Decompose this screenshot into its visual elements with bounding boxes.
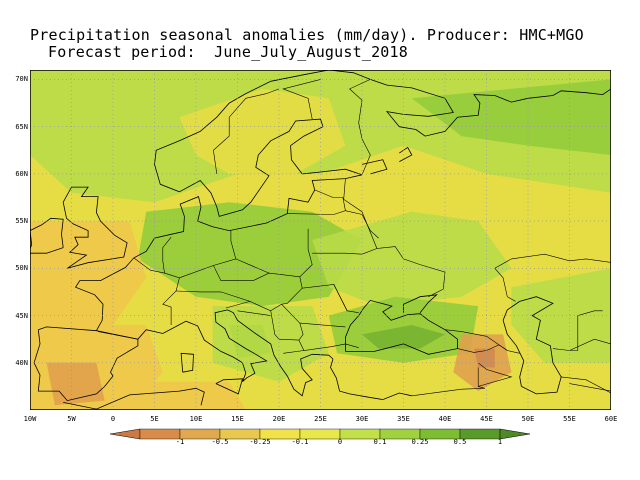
coast-sardinia bbox=[180, 352, 194, 373]
border-18 bbox=[278, 338, 299, 341]
lon-tick-label: 30E bbox=[355, 415, 369, 423]
border-22 bbox=[444, 329, 508, 351]
lon-tick-label: 15E bbox=[231, 415, 244, 423]
neutral-region-scandinavia bbox=[179, 88, 346, 174]
coast-bay-of-biscay bbox=[75, 174, 363, 331]
legend-under-arrow bbox=[110, 428, 141, 440]
border-27 bbox=[213, 88, 280, 174]
border-14 bbox=[299, 322, 346, 328]
border-24 bbox=[345, 210, 379, 239]
border-20 bbox=[345, 343, 359, 348]
lon-tick-label: 60E bbox=[604, 415, 618, 423]
legend-tick-label: 1 bbox=[497, 438, 503, 446]
legend-tick-label: 0.5 bbox=[453, 438, 467, 446]
border-9 bbox=[287, 189, 346, 215]
coast-italy bbox=[175, 309, 334, 397]
coast-scandinavia bbox=[154, 70, 371, 217]
lat-tick-label: 45N bbox=[15, 311, 28, 320]
border-21 bbox=[457, 344, 520, 354]
border-33 bbox=[569, 383, 611, 392]
graticule-layer bbox=[30, 70, 611, 410]
coastline-layer bbox=[30, 70, 611, 410]
border-34 bbox=[478, 386, 485, 389]
lat-tick-label: 55N bbox=[15, 217, 28, 226]
border-29 bbox=[494, 253, 611, 269]
lat-tick-label: 65N bbox=[15, 122, 28, 131]
border-11 bbox=[376, 246, 446, 297]
coast-black-sea bbox=[344, 299, 458, 355]
border-12 bbox=[333, 284, 348, 311]
lat-tick-label: 40N bbox=[15, 358, 28, 367]
legend-tick-label: 0 bbox=[337, 438, 343, 446]
wet-core-black-sea bbox=[362, 325, 445, 349]
border-31 bbox=[569, 338, 611, 351]
border-16 bbox=[249, 301, 280, 340]
chart-title: Precipitation seasonal anomalies (mm/day… bbox=[30, 26, 584, 44]
lon-tick-label: 5E bbox=[150, 415, 159, 423]
legend-tick-label: -0.5 bbox=[211, 438, 229, 446]
lon-tick-label: 35E bbox=[397, 415, 410, 423]
coast-gulf-bothnia-ladoga bbox=[361, 159, 388, 175]
legend-tick-label: 0.25 bbox=[411, 438, 429, 446]
lon-tick-label: 10W bbox=[23, 415, 37, 423]
coast-sicily bbox=[215, 378, 244, 395]
border-25 bbox=[349, 79, 371, 175]
coast-ireland bbox=[30, 217, 64, 254]
border-19 bbox=[283, 350, 304, 354]
lat-tick-label: 50N bbox=[15, 264, 28, 273]
coast-kola bbox=[370, 79, 611, 137]
border-26 bbox=[282, 79, 321, 120]
lon-tick-label: 20E bbox=[272, 415, 286, 423]
border-23 bbox=[477, 362, 513, 387]
lon-tick-label: 55E bbox=[563, 415, 576, 423]
dry-region-atlantic bbox=[30, 221, 147, 325]
legend-tick-label: 0.1 bbox=[373, 438, 387, 446]
color-legend bbox=[110, 428, 530, 440]
dry-core-caucasus bbox=[474, 348, 495, 368]
border-17 bbox=[237, 310, 271, 316]
chart-subtitle: Forecast period: June_July_August_2018 bbox=[48, 43, 408, 61]
border-30 bbox=[552, 310, 603, 351]
border-13 bbox=[280, 287, 346, 351]
lon-tick-label: 0 bbox=[110, 415, 116, 423]
coast-caspian bbox=[502, 296, 562, 395]
legend-tick-label: -0.25 bbox=[249, 438, 271, 446]
border-15 bbox=[270, 303, 282, 312]
lon-tick-label: 10E bbox=[189, 415, 203, 423]
legend-swatch bbox=[139, 428, 181, 440]
lon-tick-label: 50E bbox=[521, 415, 535, 423]
lon-tick-label: 40E bbox=[438, 415, 452, 423]
coast-british-isles bbox=[62, 186, 128, 269]
legend-tick-label: -0.1 bbox=[291, 438, 309, 446]
coast-azov bbox=[403, 294, 438, 313]
border-6 bbox=[176, 290, 251, 309]
dry-region-mediterranean bbox=[113, 381, 246, 410]
lat-tick-label: 60N bbox=[15, 169, 28, 178]
border-32 bbox=[561, 376, 611, 394]
wet-region-northeast bbox=[411, 79, 611, 155]
dry-region-south-iberia bbox=[46, 362, 105, 406]
lon-tick-label: 25E bbox=[314, 415, 327, 423]
border-3 bbox=[162, 237, 172, 274]
border-35 bbox=[411, 388, 485, 397]
legend-tick-label: -1 bbox=[175, 438, 185, 446]
lon-tick-label: 5W bbox=[67, 415, 76, 423]
anomaly-map bbox=[30, 70, 611, 410]
border-7 bbox=[235, 258, 270, 274]
border-1 bbox=[98, 331, 138, 340]
coast-aegean-turkey bbox=[330, 358, 412, 401]
lon-tick-label: 45E bbox=[480, 415, 493, 423]
lat-tick-label: 70N bbox=[15, 75, 28, 84]
coast-africa bbox=[63, 387, 205, 410]
legend-over-arrow bbox=[499, 428, 530, 440]
wet-region-central bbox=[137, 202, 362, 307]
coast-france bbox=[137, 326, 176, 340]
border-2 bbox=[133, 257, 180, 325]
border-28 bbox=[494, 268, 516, 302]
